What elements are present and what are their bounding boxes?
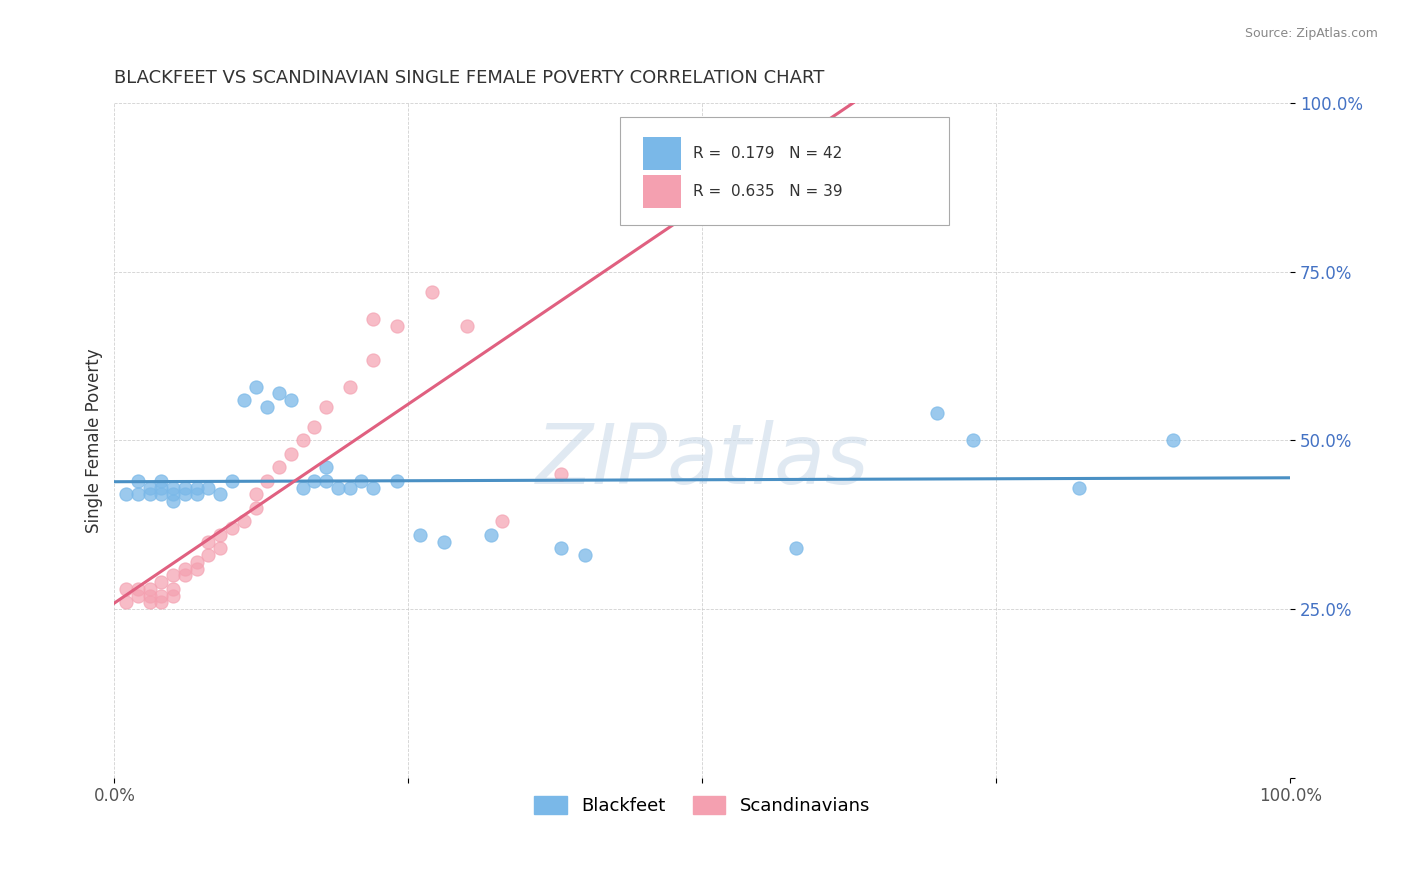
Point — [174, 487, 197, 501]
Text: R =  0.635   N = 39: R = 0.635 N = 39 — [693, 184, 842, 199]
Point — [186, 481, 208, 495]
Point — [315, 474, 337, 488]
Point — [245, 487, 267, 501]
Point — [115, 487, 138, 501]
Point — [127, 487, 149, 501]
Point — [315, 400, 337, 414]
Point — [350, 474, 373, 488]
Point — [162, 589, 184, 603]
FancyBboxPatch shape — [620, 117, 949, 225]
Point — [361, 312, 384, 326]
Text: R =  0.179   N = 42: R = 0.179 N = 42 — [693, 146, 842, 161]
Point — [162, 487, 184, 501]
Point — [162, 582, 184, 596]
Point — [127, 474, 149, 488]
Point — [138, 481, 160, 495]
Point — [162, 494, 184, 508]
Point — [174, 568, 197, 582]
Point — [197, 481, 219, 495]
Point — [304, 420, 326, 434]
Point — [339, 481, 361, 495]
Point — [927, 407, 949, 421]
Point — [127, 582, 149, 596]
Point — [138, 582, 160, 596]
Point — [361, 352, 384, 367]
FancyBboxPatch shape — [644, 137, 681, 170]
Point — [150, 474, 173, 488]
Point — [339, 379, 361, 393]
Point — [291, 481, 314, 495]
Point — [420, 285, 443, 300]
Point — [245, 500, 267, 515]
Point — [174, 481, 197, 495]
Point — [785, 541, 807, 556]
Point — [197, 534, 219, 549]
Point — [1161, 434, 1184, 448]
Point — [150, 589, 173, 603]
Point — [209, 487, 232, 501]
Point — [209, 528, 232, 542]
Text: BLACKFEET VS SCANDINAVIAN SINGLE FEMALE POVERTY CORRELATION CHART: BLACKFEET VS SCANDINAVIAN SINGLE FEMALE … — [114, 69, 825, 87]
Point — [962, 434, 984, 448]
Point — [433, 534, 456, 549]
Point — [1067, 481, 1090, 495]
Point — [232, 392, 254, 407]
Point — [221, 521, 243, 535]
Point — [186, 487, 208, 501]
Point — [115, 595, 138, 609]
FancyBboxPatch shape — [644, 175, 681, 208]
Point — [186, 561, 208, 575]
Text: Source: ZipAtlas.com: Source: ZipAtlas.com — [1244, 27, 1378, 40]
Text: ZIPatlas: ZIPatlas — [536, 420, 869, 501]
Point — [491, 514, 513, 528]
Point — [209, 541, 232, 556]
Point — [245, 379, 267, 393]
Point — [291, 434, 314, 448]
Point — [115, 582, 138, 596]
Point — [479, 528, 502, 542]
Point — [361, 481, 384, 495]
Point — [409, 528, 432, 542]
Point — [150, 595, 173, 609]
Point — [385, 318, 408, 333]
Point — [280, 392, 302, 407]
Point — [456, 318, 478, 333]
Point — [550, 467, 572, 482]
Point — [256, 474, 278, 488]
Point — [232, 514, 254, 528]
Point — [150, 575, 173, 590]
Point — [174, 561, 197, 575]
Point — [221, 474, 243, 488]
Point — [138, 589, 160, 603]
Point — [127, 589, 149, 603]
Point — [267, 460, 290, 475]
Point — [256, 400, 278, 414]
Point — [550, 541, 572, 556]
Point — [162, 568, 184, 582]
Y-axis label: Single Female Poverty: Single Female Poverty — [86, 348, 103, 533]
Point — [315, 460, 337, 475]
Point — [280, 447, 302, 461]
Point — [197, 548, 219, 562]
Point — [186, 555, 208, 569]
Point — [162, 481, 184, 495]
Point — [326, 481, 349, 495]
Point — [150, 481, 173, 495]
Point — [138, 487, 160, 501]
Point — [304, 474, 326, 488]
Point — [150, 487, 173, 501]
Point — [267, 386, 290, 401]
Point — [138, 595, 160, 609]
Legend: Blackfeet, Scandinavians: Blackfeet, Scandinavians — [527, 789, 877, 822]
Point — [574, 548, 596, 562]
Point — [385, 474, 408, 488]
